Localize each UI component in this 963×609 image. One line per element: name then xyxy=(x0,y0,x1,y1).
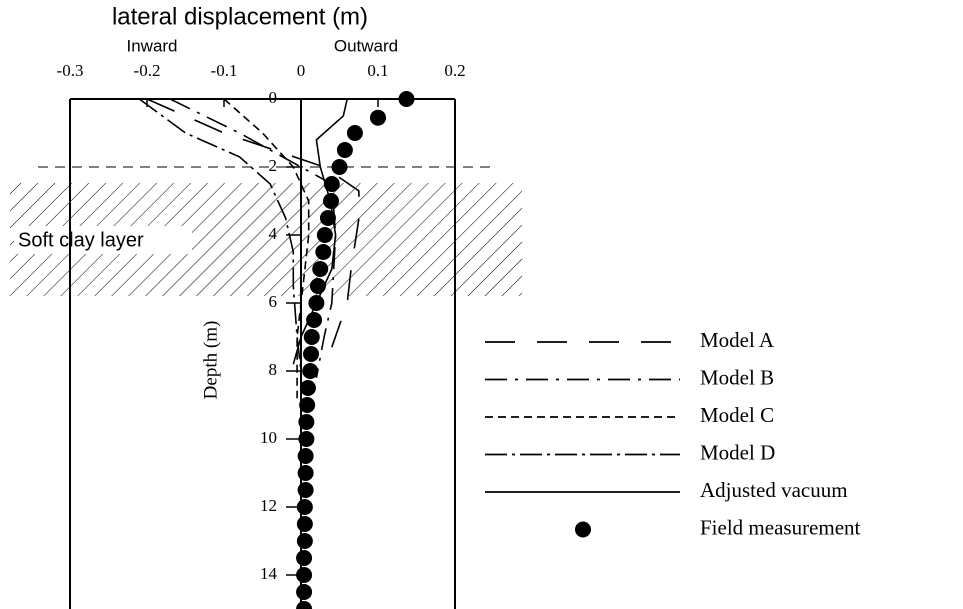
field-point xyxy=(346,125,363,141)
field-point xyxy=(299,397,316,413)
legend-label: Model B xyxy=(700,365,774,389)
y-axis-label: Depth (m) xyxy=(200,321,221,400)
model-line xyxy=(138,98,302,372)
layer-label: Soft clay layer xyxy=(18,229,144,251)
field-point xyxy=(370,109,386,126)
legend-label: Model C xyxy=(700,403,774,427)
y-tick-label: 14 xyxy=(260,564,278,583)
field-point xyxy=(306,312,323,328)
y-tick-label: 4 xyxy=(269,224,278,243)
field-point xyxy=(319,210,336,226)
field-point xyxy=(297,482,314,498)
legend-label: Adjusted vacuum xyxy=(700,478,848,502)
field-point xyxy=(296,601,313,609)
chart-title: lateral displacement (m) xyxy=(112,3,368,30)
y-tick-label: 0 xyxy=(269,88,278,107)
x-tick-label: 0 xyxy=(297,61,306,80)
x-tick-label: -0.1 xyxy=(211,61,238,80)
field-point xyxy=(296,584,313,600)
x-tick-label: -0.3 xyxy=(57,61,84,80)
field-point xyxy=(312,261,329,277)
model-line xyxy=(223,98,310,399)
x-tick-label: 0.1 xyxy=(367,61,388,80)
y-tick-label: 12 xyxy=(260,496,277,515)
outward-label: Outward xyxy=(334,36,398,55)
legend-label: Model A xyxy=(700,328,775,352)
model-line xyxy=(146,98,361,348)
legend-marker xyxy=(575,521,591,538)
field-point xyxy=(296,516,313,532)
field-point xyxy=(336,142,353,158)
field-point xyxy=(323,176,340,192)
legend-label: Model D xyxy=(700,440,775,464)
field-point xyxy=(398,91,415,107)
field-point xyxy=(299,380,316,396)
field-point xyxy=(297,465,314,481)
field-point xyxy=(297,448,314,464)
y-tick-label: 8 xyxy=(269,360,278,379)
field-point xyxy=(296,499,313,515)
layer-label-bg xyxy=(14,226,192,254)
field-point xyxy=(323,193,340,209)
field-point xyxy=(308,295,325,311)
x-tick-label: -0.2 xyxy=(134,61,161,80)
field-point xyxy=(303,346,320,362)
y-tick-label: 6 xyxy=(269,292,278,311)
field-point xyxy=(316,227,333,243)
field-point xyxy=(302,363,319,379)
field-point xyxy=(331,159,348,175)
field-point xyxy=(296,567,313,583)
model-line xyxy=(169,98,337,378)
x-tick-label: 0.2 xyxy=(444,61,465,80)
field-point xyxy=(298,431,315,447)
y-tick-label: 10 xyxy=(260,428,277,447)
field-point xyxy=(315,244,332,260)
field-point xyxy=(303,329,320,345)
inward-label: Inward xyxy=(126,36,177,55)
field-point xyxy=(309,278,326,294)
field-point xyxy=(296,533,313,549)
field-point xyxy=(298,414,315,430)
y-tick-label: 2 xyxy=(269,156,278,175)
field-point xyxy=(296,550,313,566)
legend-label: Field measurement xyxy=(700,515,861,539)
